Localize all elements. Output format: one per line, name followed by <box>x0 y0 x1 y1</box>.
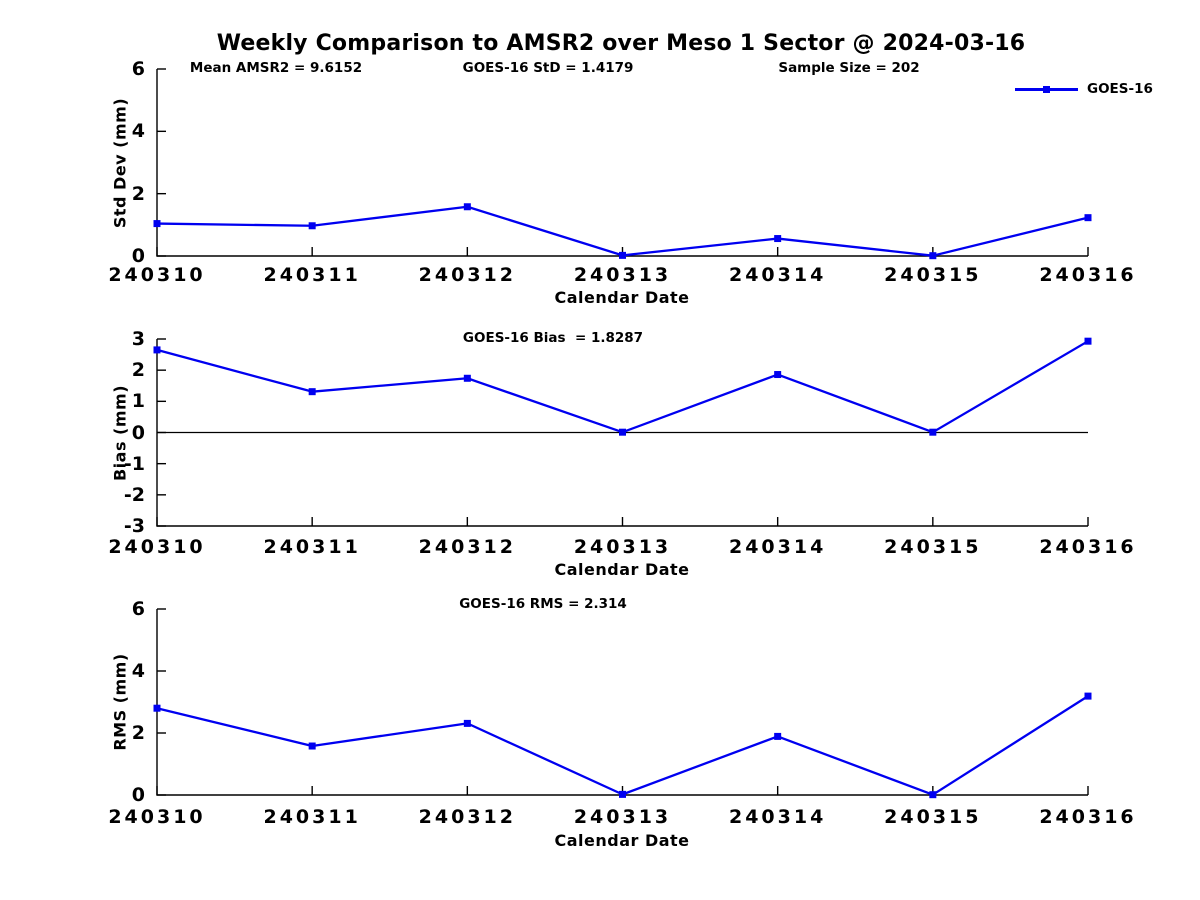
x-tick-label: 240312 <box>418 264 516 286</box>
data-point-marker <box>929 791 937 799</box>
data-point-marker <box>1084 337 1092 345</box>
data-point-marker <box>463 719 471 727</box>
data-point-marker <box>929 252 937 260</box>
data-point-marker <box>153 220 161 228</box>
x-tick-label: 240310 <box>108 536 206 558</box>
x-axis-label-calendar-date-1: Calendar Date <box>554 288 690 307</box>
data-point-marker <box>463 203 471 211</box>
x-tick-label: 240315 <box>884 264 982 286</box>
x-axis-label-calendar-date-2: Calendar Date <box>554 560 690 579</box>
data-point-marker <box>308 388 316 396</box>
stat-goes16-std: GOES-16 StD = 1.4179 <box>462 60 634 76</box>
x-tick-label: 240316 <box>1039 536 1137 558</box>
stddev-chart <box>153 68 1092 260</box>
x-tick-label: 240312 <box>418 806 516 828</box>
x-tick-label: 240311 <box>263 806 361 828</box>
x-tick-label: 240311 <box>263 536 361 558</box>
y-tick-label: 0 <box>131 784 145 806</box>
x-tick-label: 240315 <box>884 806 982 828</box>
x-tick-label: 240310 <box>108 806 206 828</box>
x-tick-label: 240312 <box>418 536 516 558</box>
data-point-marker <box>619 428 626 436</box>
y-tick-label: -2 <box>123 483 145 506</box>
x-tick-label: 240315 <box>884 536 982 558</box>
y-tick-label: 6 <box>131 58 145 80</box>
data-point-marker <box>619 790 626 798</box>
axes <box>156 609 1088 796</box>
axes <box>156 69 1088 257</box>
data-point-marker <box>153 346 161 354</box>
y-tick-label: 3 <box>131 328 145 350</box>
legend-label: GOES-16 <box>1087 81 1153 97</box>
data-point-marker <box>463 374 471 382</box>
page-title: Weekly Comparison to AMSR2 over Meso 1 S… <box>216 31 1026 56</box>
y-tick-label: 2 <box>131 722 145 744</box>
data-point-marker <box>308 222 316 230</box>
data-point-marker <box>774 371 782 379</box>
x-tick-label: 240313 <box>573 806 672 828</box>
legend-marker-icon <box>1043 86 1050 93</box>
data-point-marker <box>308 742 316 750</box>
y-tick-label: 2 <box>131 359 145 382</box>
data-point-marker <box>1084 692 1092 700</box>
x-tick-label: 240314 <box>728 264 827 286</box>
series-line <box>156 695 1089 796</box>
x-tick-label: 240313 <box>573 536 672 558</box>
stat-goes16-bias: GOES-16 Bias = 1.8287 <box>462 330 644 346</box>
data-point-marker <box>1084 214 1092 222</box>
y-tick-label: 6 <box>131 598 145 620</box>
x-tick-label: 240310 <box>108 264 206 286</box>
x-tick-label: 240316 <box>1039 806 1137 828</box>
y-tick-label: 4 <box>131 120 145 143</box>
rms-chart <box>153 608 1092 799</box>
x-axis-label-calendar-date-3: Calendar Date <box>554 831 690 850</box>
stat-mean-amsr2: Mean AMSR2 = 9.6152 <box>189 60 363 76</box>
data-point-marker <box>153 704 161 712</box>
series-line <box>156 340 1089 434</box>
x-tick-label: 240311 <box>263 264 361 286</box>
x-tick-label: 240314 <box>728 536 827 558</box>
x-tick-label: 240316 <box>1039 264 1137 286</box>
stat-goes16-rms: GOES-16 RMS = 2.314 <box>459 596 627 612</box>
y-tick-label: 0 <box>131 421 145 444</box>
y-tick-label: -3 <box>123 515 145 537</box>
y-tick-label: -1 <box>123 452 145 475</box>
x-tick-label: 240314 <box>728 806 827 828</box>
data-point-marker <box>929 428 937 436</box>
y-axis-label-stddev: Std Dev (mm) <box>110 97 130 229</box>
y-tick-label: 1 <box>131 390 145 413</box>
y-tick-label: 0 <box>131 245 145 267</box>
y-tick-label: 2 <box>131 182 145 205</box>
data-point-marker <box>774 235 782 243</box>
y-tick-label: 4 <box>131 660 145 682</box>
bias-chart <box>153 337 1092 527</box>
x-tick-label: 240313 <box>573 264 672 286</box>
data-point-marker <box>619 251 626 259</box>
data-point-marker <box>774 732 782 740</box>
stat-sample-size: Sample Size = 202 <box>778 60 920 76</box>
